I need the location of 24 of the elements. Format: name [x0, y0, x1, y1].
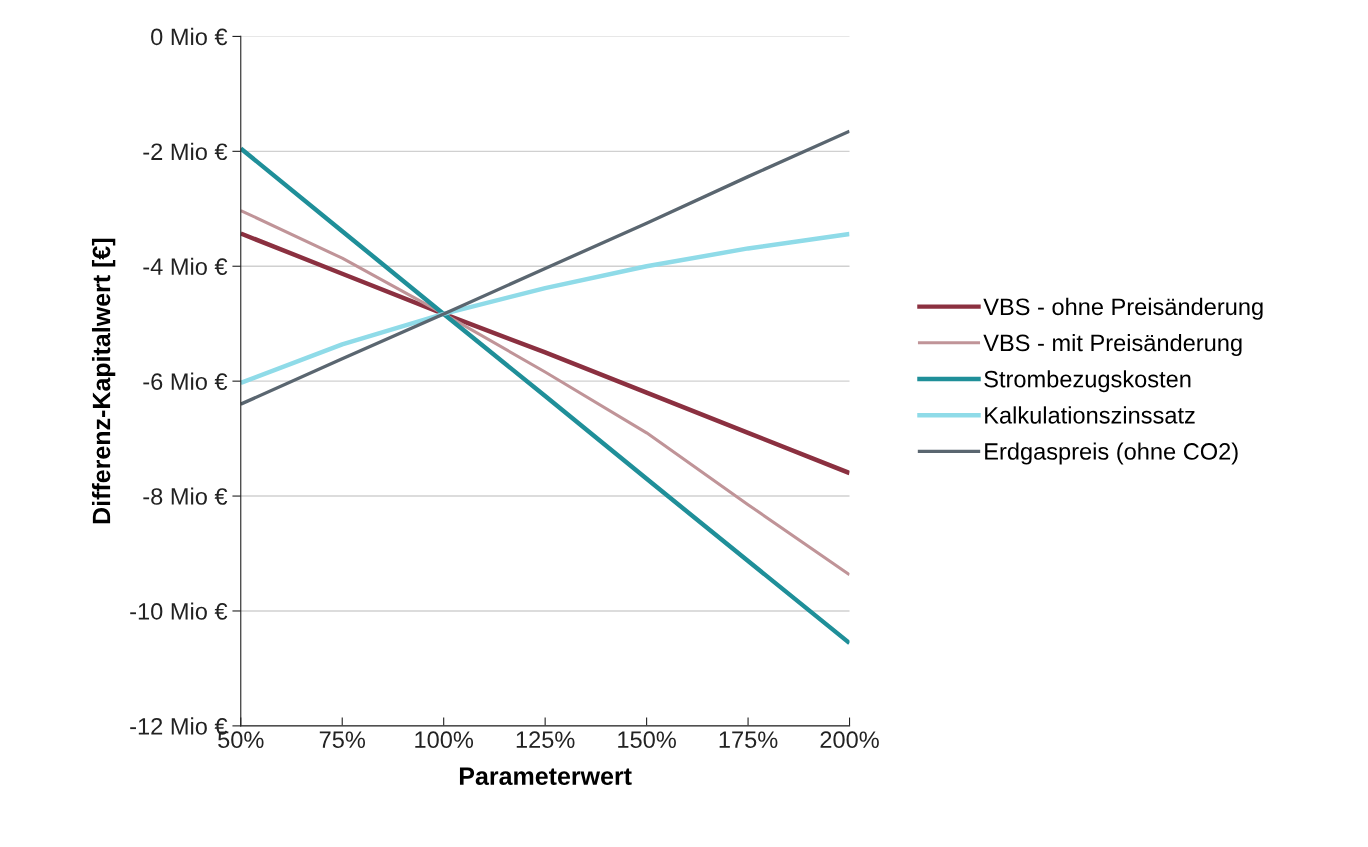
x-tick-label: 150% [618, 731, 676, 749]
legend-label: Strombezugskosten [984, 370, 1191, 393]
line-series [240, 146, 850, 646]
legend-label: VBS - ohne Preisänderung [983, 297, 1263, 320]
x-tick-label: 175% [719, 731, 778, 749]
legend-label: Erdgaspreis (ohne CO2) [985, 442, 1238, 465]
x-axis-title: Parameterwert [459, 767, 632, 785]
x-tick-label: 75% [319, 731, 366, 749]
x-tick-label: 100% [415, 731, 474, 749]
line-series [240, 231, 850, 386]
y-tick-label: 0 Mio € [151, 27, 228, 46]
line-series [240, 231, 850, 476]
y-tick-label: -8 Mio € [143, 487, 228, 505]
y-tick-label: -6 Mio € [143, 372, 228, 390]
y-tick-label: -2 Mio € [143, 142, 228, 161]
legend-label: VBS - mit Preisänderung [983, 333, 1242, 356]
x-tick-label: 125% [516, 731, 575, 749]
y-axis-title: Differenz-Kapitalwert [€] [91, 238, 116, 524]
legend-label: Kalkulationszinssatz [985, 406, 1195, 424]
y-tick-label: -4 Mio € [143, 257, 228, 276]
line-series [240, 208, 850, 577]
x-tick-label: 200% [820, 731, 879, 749]
y-tick-label: -10 Mio € [130, 602, 228, 620]
line-series [240, 129, 850, 406]
